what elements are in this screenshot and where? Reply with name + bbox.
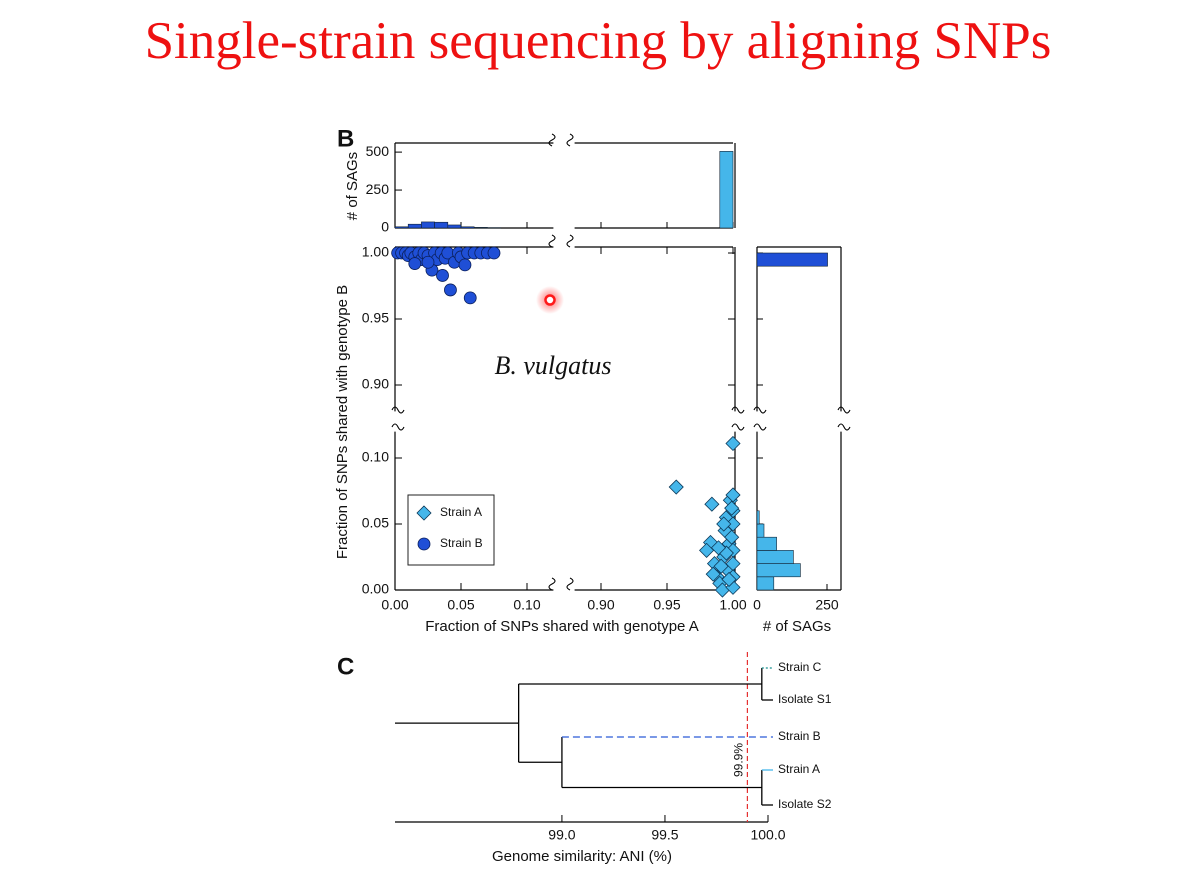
axis-break bbox=[566, 133, 574, 147]
x-tick-label: 0.90 bbox=[587, 597, 614, 613]
histogram-bar bbox=[756, 576, 775, 591]
axis-break bbox=[566, 234, 574, 248]
histogram-bar bbox=[394, 226, 409, 229]
threshold-label: 99.9% bbox=[732, 743, 746, 777]
x-tick-label: 0.00 bbox=[381, 597, 408, 613]
point bbox=[705, 566, 721, 582]
x-tick-label: 99.5 bbox=[651, 827, 678, 843]
histogram-bar bbox=[434, 221, 449, 229]
leaf-label: Strain C bbox=[778, 660, 822, 674]
point bbox=[721, 571, 737, 588]
axis-break bbox=[548, 234, 556, 248]
panel-label: B bbox=[337, 125, 354, 152]
point bbox=[458, 258, 472, 272]
leaf-label: Strain B bbox=[778, 729, 821, 743]
annotation: B. vulgatus bbox=[495, 351, 612, 380]
panel-label: C bbox=[337, 653, 354, 680]
legend-label: Strain B bbox=[440, 536, 483, 550]
y-tick-label: 0.00 bbox=[362, 581, 389, 597]
tree-x-label: Genome similarity: ANI (%) bbox=[492, 848, 672, 865]
point bbox=[725, 435, 741, 452]
axis-break bbox=[731, 423, 745, 431]
histogram-bar bbox=[756, 550, 794, 564]
point bbox=[710, 540, 727, 556]
histogram-bar bbox=[473, 227, 488, 229]
axis-break bbox=[753, 423, 767, 431]
legend-label: Strain A bbox=[440, 505, 482, 519]
leaf-label: Isolate S1 bbox=[778, 692, 832, 706]
y-tick-label: 0.90 bbox=[362, 376, 389, 392]
y-tick-label: 250 bbox=[366, 181, 390, 197]
x-tick-label: 1.00 bbox=[719, 597, 746, 613]
legend-marker bbox=[417, 537, 431, 551]
legend-box bbox=[407, 494, 495, 566]
axis-break bbox=[548, 133, 556, 147]
leaf-label: Strain A bbox=[778, 762, 820, 776]
x-axis-label: Fraction of SNPs shared with genotype A bbox=[425, 618, 698, 635]
x-tick-label: 100.0 bbox=[750, 827, 785, 843]
point bbox=[704, 496, 720, 512]
point bbox=[668, 479, 684, 495]
legend-marker bbox=[416, 505, 432, 521]
page-title: Single-strain sequencing by aligning SNP… bbox=[145, 12, 1052, 70]
top-hist-y-label: # of SAGs bbox=[344, 152, 361, 220]
histogram-bar bbox=[756, 536, 777, 551]
leaf-label: Isolate S2 bbox=[778, 797, 832, 811]
histogram-bar bbox=[460, 226, 475, 229]
y-axis-label: Fraction of SNPs shared with genotype B bbox=[334, 285, 351, 559]
histogram-bar bbox=[756, 523, 765, 538]
right-hist-x-label: # of SAGs bbox=[763, 618, 831, 635]
point bbox=[436, 269, 449, 282]
histogram-bar bbox=[719, 151, 734, 229]
axis-break bbox=[548, 577, 556, 591]
x-tick-label: 0.10 bbox=[513, 597, 540, 613]
axis-break bbox=[753, 406, 767, 414]
y-tick-label: 0 bbox=[381, 219, 389, 235]
point bbox=[463, 291, 477, 305]
axis-break bbox=[566, 577, 574, 591]
y-tick-label: 500 bbox=[366, 143, 390, 159]
axis-break bbox=[391, 423, 405, 431]
y-tick-label: 0.95 bbox=[362, 310, 389, 326]
point bbox=[716, 516, 732, 532]
axis-break bbox=[391, 406, 405, 414]
x-tick-label: 0 bbox=[753, 597, 761, 613]
point bbox=[713, 558, 729, 574]
histogram-bar bbox=[756, 563, 801, 578]
histogram-bar bbox=[421, 221, 435, 229]
x-tick-label: 99.0 bbox=[548, 827, 575, 843]
x-tick-label: 0.95 bbox=[653, 597, 680, 613]
histogram-bar bbox=[447, 224, 462, 229]
histogram-bar bbox=[756, 510, 760, 525]
x-tick-label: 250 bbox=[815, 597, 839, 613]
histogram-bar bbox=[756, 252, 828, 267]
point bbox=[421, 255, 435, 269]
point bbox=[487, 246, 501, 260]
point bbox=[444, 283, 457, 297]
axis-break bbox=[837, 406, 851, 414]
axis-break bbox=[837, 423, 851, 431]
axis-break bbox=[731, 406, 745, 414]
histogram-bar bbox=[407, 223, 422, 229]
point bbox=[724, 500, 740, 516]
point bbox=[408, 257, 422, 270]
y-tick-label: 0.10 bbox=[362, 449, 389, 465]
x-tick-label: 0.05 bbox=[447, 597, 474, 613]
cursor-ring bbox=[544, 294, 556, 306]
y-tick-label: 1.00 bbox=[362, 244, 389, 260]
y-tick-label: 0.05 bbox=[362, 515, 389, 531]
